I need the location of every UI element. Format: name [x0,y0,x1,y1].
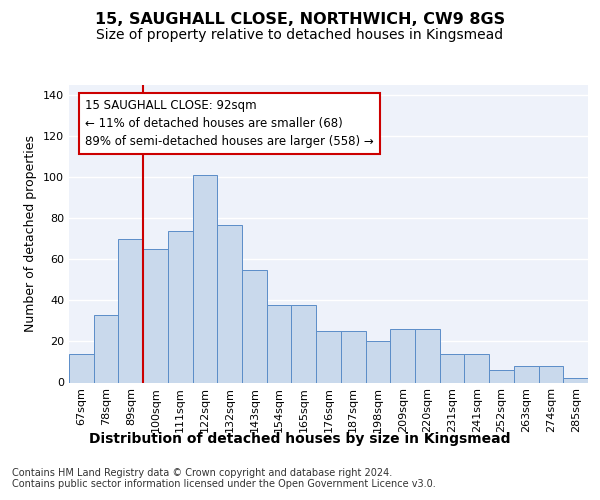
Bar [539,366,563,382]
Bar [69,354,94,382]
Bar [440,354,464,382]
Bar [292,304,316,382]
Text: Size of property relative to detached houses in Kingsmead: Size of property relative to detached ho… [97,28,503,42]
Bar [464,354,489,382]
Text: Distribution of detached houses by size in Kingsmead: Distribution of detached houses by size … [89,432,511,446]
Bar [94,315,118,382]
Bar [242,270,267,382]
Text: 15, SAUGHALL CLOSE, NORTHWICH, CW9 8GS: 15, SAUGHALL CLOSE, NORTHWICH, CW9 8GS [95,12,505,28]
Bar [193,176,217,382]
Bar [168,230,193,382]
Bar [341,331,365,382]
Bar [217,224,242,382]
Bar [489,370,514,382]
Y-axis label: Number of detached properties: Number of detached properties [25,135,37,332]
Text: 15 SAUGHALL CLOSE: 92sqm
← 11% of detached houses are smaller (68)
89% of semi-d: 15 SAUGHALL CLOSE: 92sqm ← 11% of detach… [85,100,374,148]
Bar [563,378,588,382]
Bar [390,329,415,382]
Bar [118,239,143,382]
Bar [316,331,341,382]
Bar [415,329,440,382]
Bar [143,249,168,382]
Bar [267,304,292,382]
Text: Contains HM Land Registry data © Crown copyright and database right 2024.
Contai: Contains HM Land Registry data © Crown c… [12,468,436,489]
Bar [514,366,539,382]
Bar [365,342,390,382]
